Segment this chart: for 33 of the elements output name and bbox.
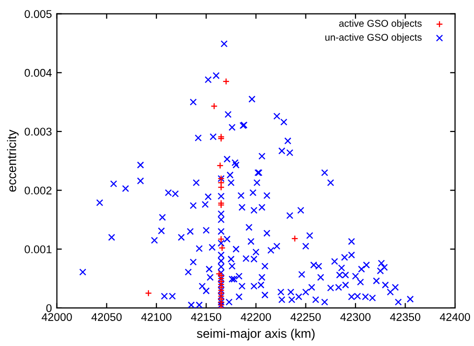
y-tick-label: 0.001 xyxy=(24,245,52,254)
x-tick-label: 42350 xyxy=(390,313,420,321)
point xyxy=(218,200,225,207)
y-tick-label: 0.003 xyxy=(24,128,52,136)
x-tick-label: 42100 xyxy=(141,313,172,321)
y-tick-label: 0.002 xyxy=(24,186,52,194)
point xyxy=(218,202,225,209)
point xyxy=(218,184,225,191)
point xyxy=(218,179,225,186)
legend-label: active GSO objects xyxy=(339,20,422,29)
legend-label: un-active GSO objects xyxy=(325,34,422,43)
x-axis-title: seimi-major axis (km) xyxy=(196,328,315,340)
y-tick-label: 0 xyxy=(46,304,52,312)
x-tick-label: 42050 xyxy=(91,313,122,321)
point xyxy=(218,236,225,243)
point xyxy=(216,162,224,170)
point xyxy=(144,290,152,297)
point xyxy=(218,290,225,297)
y-tick-label: 0.005 xyxy=(24,10,52,18)
y-axis-title: eccentricity xyxy=(7,130,19,192)
x-tick-label: 42150 xyxy=(191,313,222,321)
x-tick-label: 42000 xyxy=(42,313,72,321)
x-tick-label: 42200 xyxy=(240,313,271,321)
y-tick-label: 0.004 xyxy=(24,68,52,77)
x-tick-label: 42300 xyxy=(340,313,371,321)
point xyxy=(210,102,218,110)
x-tick-label: 42250 xyxy=(290,313,321,321)
point xyxy=(222,78,230,85)
point xyxy=(218,244,226,252)
point xyxy=(218,135,225,142)
x-tick-label: 42400 xyxy=(440,313,470,321)
point xyxy=(218,133,225,140)
point xyxy=(291,235,298,242)
